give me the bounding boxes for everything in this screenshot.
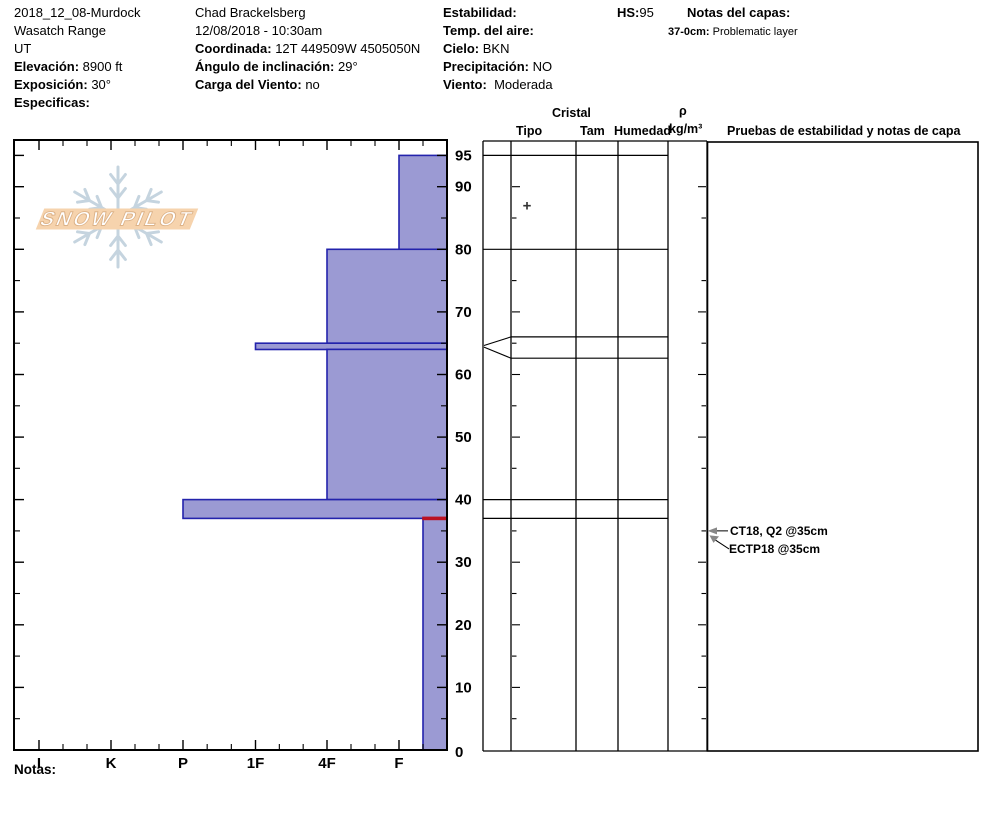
notes-label: Notas:: [14, 762, 57, 777]
pit-info-column: 2018_12_08-Murdock Wasatch Range UT Elev…: [14, 5, 140, 113]
stability: Estabilidad:: [443, 5, 517, 20]
pit-name: 2018_12_08-Murdock: [14, 5, 141, 20]
weather-column: Estabilidad: Temp. del aire: Cielo: BKN …: [443, 5, 553, 95]
svg-text:90: 90: [455, 179, 472, 196]
layer-notes-title: Notas del capas:: [687, 5, 791, 20]
observer-name: Chad Brackelsberg: [195, 5, 306, 20]
snow-layer-bar: [398, 154, 448, 251]
ect-test-annotation: ECTP18 @35cm: [729, 542, 820, 556]
arrow-left-icon: [707, 527, 717, 535]
svg-text:70: 70: [455, 304, 472, 321]
svg-text:4F: 4F: [318, 755, 336, 772]
specifics: Especificas:: [14, 95, 90, 110]
problem-layer-line: [422, 516, 448, 521]
snowpilot-banner: SNOW PILOT: [35, 208, 199, 231]
density-units-header: kg/m³: [669, 122, 703, 136]
cristal-header: Cristal: [552, 106, 591, 120]
tipo-header: Tipo: [516, 124, 543, 138]
tests-header: Pruebas de estabilidad y notas de capa: [727, 124, 961, 138]
svg-text:I: I: [37, 755, 41, 772]
slope-angle: Ángulo de inclinación: 29°: [195, 59, 358, 74]
density-symbol-header: ρ: [679, 104, 687, 118]
ct-test-annotation: CT18, Q2 @35cm: [730, 524, 828, 538]
arrow-upleft-icon: [709, 535, 719, 543]
precipitation: Precipitación: NO: [443, 59, 553, 74]
svg-text:10: 10: [455, 679, 472, 696]
svg-text:40: 40: [455, 492, 472, 509]
svg-text:P: P: [178, 755, 188, 772]
tests-notes-box: [706, 141, 979, 752]
svg-text:F: F: [394, 755, 403, 772]
hardness-axis-labels: I K P 1F 4F F: [37, 755, 404, 772]
tam-header: Tam: [580, 124, 605, 138]
svg-text:95: 95: [455, 147, 472, 164]
svg-text:80: 80: [455, 241, 472, 258]
svg-text:60: 60: [455, 367, 472, 384]
svg-text:SNOW PILOT: SNOW PILOT: [37, 208, 198, 230]
observer-column: Chad Brackelsberg 12/08/2018 - 10:30am C…: [195, 5, 420, 95]
aspect: Exposición: 30°: [14, 77, 111, 92]
snow-layer-bar: [254, 342, 448, 351]
stability-test-annotations: CT18, Q2 @35cm ECTP18 @35cm: [707, 524, 828, 556]
grain-type-symbol: +: [523, 198, 532, 215]
snow-height: HS:95: [617, 5, 654, 20]
sky-cover: Cielo: BKN: [443, 41, 510, 56]
depth-axis-labels: 95 90 80 70 60 50 40 30 20 10 0: [455, 147, 472, 761]
svg-text:1F: 1F: [247, 755, 265, 772]
coordinates: Coordinada: 12T 449509W 4505050N: [195, 41, 421, 56]
svg-text:20: 20: [455, 617, 472, 634]
state: UT: [14, 41, 32, 56]
svg-text:50: 50: [455, 429, 472, 446]
snow-layer-bar: [422, 517, 448, 751]
snow-layer-bar: [182, 498, 448, 520]
air-temp: Temp. del aire:: [443, 23, 534, 38]
svg-text:0: 0: [455, 744, 463, 761]
snow-layer-bar: [326, 248, 448, 345]
pit-datetime: 12/08/2018 - 10:30am: [195, 23, 323, 38]
svg-text:30: 30: [455, 554, 472, 571]
snow-layer-bar: [326, 348, 448, 501]
wind-loading: Carga del Viento: no: [195, 77, 320, 92]
humedad-header: Humedad: [614, 124, 671, 138]
wind: Viento: Moderada: [443, 77, 553, 92]
hs-block: HS:95: [617, 5, 654, 23]
plot-border: [13, 139, 448, 751]
layer-notes-block: Notas del capas:: [687, 5, 790, 23]
layer-table-grid: [482, 140, 708, 752]
svg-text:K: K: [106, 755, 117, 772]
hardness-bars: [182, 154, 448, 751]
mountain-range: Wasatch Range: [14, 23, 107, 38]
layer-note: 37-0cm: Problematic layer: [668, 26, 798, 38]
elevation: Elevación: 8900 ft: [14, 59, 123, 74]
